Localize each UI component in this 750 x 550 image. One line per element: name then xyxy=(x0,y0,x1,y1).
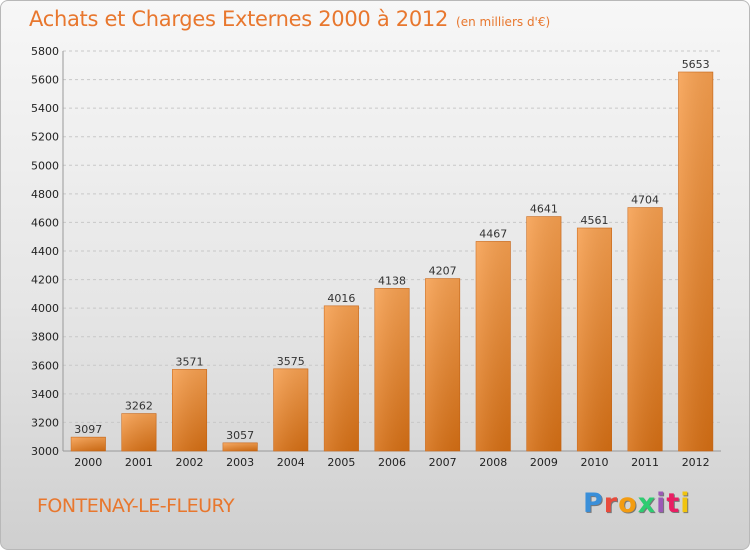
x-tick-label: 2001 xyxy=(125,456,153,469)
y-tick-label: 5400 xyxy=(31,102,59,115)
y-tick-label: 5800 xyxy=(31,45,59,58)
commune-name: FONTENAY-LE-FLEURY xyxy=(37,495,235,517)
value-label-2000: 3097 xyxy=(74,423,102,436)
logo-letter: o xyxy=(618,488,638,519)
title-text: Achats et Charges Externes 2000 à 2012 xyxy=(29,7,449,31)
value-label-2011: 4704 xyxy=(631,194,659,207)
y-tick-label: 4000 xyxy=(31,302,59,315)
x-tick-label: 2006 xyxy=(378,456,406,469)
title-unit: (en milliers d'€) xyxy=(456,15,551,29)
bar-shade xyxy=(627,207,663,451)
bar-shade xyxy=(324,305,359,451)
value-label-2008: 4467 xyxy=(479,227,507,240)
bar-shade xyxy=(425,278,460,451)
value-label-2005: 4016 xyxy=(327,292,355,305)
y-tick-label: 4200 xyxy=(31,274,59,287)
y-tick-label: 4400 xyxy=(31,245,59,258)
y-axis: 3000 3200 3400 3600 3800 4000 4200 4400 4600 4800… xyxy=(31,45,59,458)
x-tick-label: 2000 xyxy=(74,456,102,469)
bar-shade xyxy=(121,413,157,451)
bar-shade xyxy=(476,241,511,451)
logo-letter: x xyxy=(637,488,657,519)
y-tick-label: 4600 xyxy=(31,216,59,229)
y-tick-label: 5600 xyxy=(31,74,59,87)
value-label-2010: 4561 xyxy=(580,214,608,227)
x-tick-label: 2007 xyxy=(429,456,457,469)
x-tick-label: 2004 xyxy=(277,456,305,469)
value-labels: 3097 3262 3571 3057 3575 4016 4138 4207 4467 4641… xyxy=(74,58,709,442)
x-tick-label: 2012 xyxy=(682,456,710,469)
bar-shade xyxy=(577,228,612,451)
x-axis: 2000 2001 2002 2003 2004 2005 2006 2007 2008 2009… xyxy=(74,456,709,469)
x-tick-label: 2011 xyxy=(631,456,659,469)
bar-shade xyxy=(273,368,308,451)
proxiti-logo: Proxiti xyxy=(583,488,691,519)
x-tick-label: 2003 xyxy=(226,456,254,469)
value-label-2007: 4207 xyxy=(429,265,457,278)
bar-shade xyxy=(526,216,562,451)
logo-letter: i xyxy=(656,488,667,519)
y-tick-label: 4800 xyxy=(31,188,59,201)
y-tick-label: 3000 xyxy=(31,445,59,458)
value-label-2001: 3262 xyxy=(125,400,153,413)
chart-title: Achats et Charges Externes 2000 à 2012 (e… xyxy=(29,7,550,31)
x-tick-label: 2009 xyxy=(530,456,558,469)
x-tick-label: 2010 xyxy=(580,456,608,469)
value-label-2012: 5653 xyxy=(682,58,710,71)
y-tick-label: 3400 xyxy=(31,388,59,401)
x-tick-label: 2002 xyxy=(176,456,204,469)
value-label-2006: 4138 xyxy=(378,274,406,287)
value-label-2004: 3575 xyxy=(277,355,305,368)
bars xyxy=(70,71,714,452)
bar-shade xyxy=(172,369,207,451)
bar-shade xyxy=(374,288,410,451)
bar-shade xyxy=(678,72,713,451)
logo-letter: i xyxy=(680,488,691,519)
value-label-2009: 4641 xyxy=(530,203,558,216)
logo-letter: t xyxy=(666,488,681,519)
value-label-2003: 3057 xyxy=(226,429,254,442)
y-tick-label: 3200 xyxy=(31,416,59,429)
y-tick-label: 5200 xyxy=(31,131,59,144)
x-tick-label: 2008 xyxy=(479,456,507,469)
bar-shade xyxy=(71,437,106,451)
y-tick-label: 3800 xyxy=(31,331,59,344)
logo-letter: r xyxy=(603,488,619,519)
x-tick-label: 2005 xyxy=(327,456,355,469)
value-label-2002: 3571 xyxy=(176,355,204,368)
y-tick-label: 5000 xyxy=(31,159,59,172)
logo-letter: P xyxy=(583,488,604,519)
y-tick-label: 3600 xyxy=(31,359,59,372)
bar-shade xyxy=(222,442,258,451)
